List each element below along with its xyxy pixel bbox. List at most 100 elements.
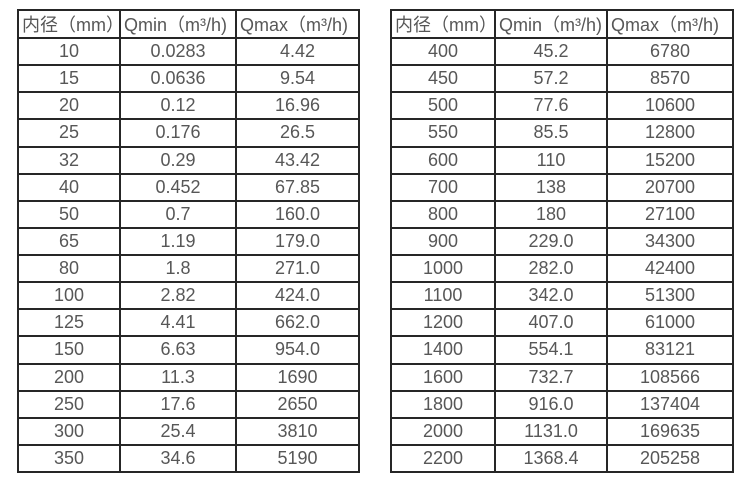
- table-row: 450 57.2 8570: [390, 64, 734, 94]
- qmin-cell: 1.19: [119, 226, 237, 257]
- inner-diameter-cell: 700: [390, 172, 496, 202]
- inner-diameter-cell: 100: [17, 281, 121, 311]
- qmax-cell: 108566: [606, 362, 734, 392]
- qmax-cell: 42400: [606, 253, 734, 284]
- qmax-cell: 26.5: [235, 118, 360, 148]
- table-row: 900 229.0 34300: [390, 226, 734, 257]
- inner-diameter-cell: 2000: [390, 416, 496, 446]
- header-qmax: Qmax（m³/h): [235, 9, 360, 39]
- qmin-cell: 57.2: [494, 64, 608, 94]
- table-row: 15 0.0636 9.54: [17, 64, 360, 94]
- qmin-cell: 0.176: [119, 118, 237, 148]
- qmin-cell: 11.3: [119, 362, 237, 392]
- qmin-cell: 17.6: [119, 389, 237, 419]
- qmax-cell: 51300: [606, 281, 734, 311]
- qmax-cell: 169635: [606, 416, 734, 446]
- inner-diameter-cell: 40: [17, 172, 121, 202]
- inner-diameter-cell: 1200: [390, 308, 496, 338]
- qmin-cell: 180: [494, 199, 608, 229]
- table-row: 600 110 15200: [390, 145, 734, 175]
- qmax-cell: 16.96: [235, 91, 360, 121]
- qmax-cell: 271.0: [235, 253, 360, 284]
- inner-diameter-cell: 65: [17, 226, 121, 257]
- qmin-cell: 6.63: [119, 335, 237, 365]
- qmin-cell: 0.12: [119, 91, 237, 121]
- qmax-cell: 1690: [235, 362, 360, 392]
- qmin-cell: 282.0: [494, 253, 608, 284]
- inner-diameter-cell: 250: [17, 389, 121, 419]
- qmax-cell: 6780: [606, 36, 734, 67]
- table-row: 65 1.19 179.0: [17, 226, 360, 257]
- qmin-cell: 25.4: [119, 416, 237, 446]
- inner-diameter-cell: 15: [17, 64, 121, 94]
- table-row: 200 11.3 1690: [17, 362, 360, 392]
- table-row: 150 6.63 954.0: [17, 335, 360, 365]
- table-row: 500 77.6 10600: [390, 91, 734, 121]
- qmin-cell: 0.29: [119, 145, 237, 175]
- header-qmin: Qmin（m³/h): [119, 9, 237, 39]
- inner-diameter-cell: 150: [17, 335, 121, 365]
- qmax-cell: 27100: [606, 199, 734, 229]
- inner-diameter-cell: 450: [390, 64, 496, 94]
- qmin-cell: 4.41: [119, 308, 237, 338]
- table-body: 400 45.2 6780 450 57.2 8570 500 77.6 10600 550 85.…: [390, 36, 734, 474]
- inner-diameter-cell: 25: [17, 118, 121, 148]
- inner-diameter-cell: 50: [17, 199, 121, 229]
- qmin-cell: 0.7: [119, 199, 237, 229]
- table-row: 2200 1368.4 205258: [390, 443, 734, 474]
- qmax-cell: 5190: [235, 443, 360, 474]
- qmax-cell: 9.54: [235, 64, 360, 94]
- table-row: 50 0.7 160.0: [17, 199, 360, 229]
- qmax-cell: 12800: [606, 118, 734, 148]
- header-inner-diameter: 内径（mm）: [390, 9, 496, 39]
- inner-diameter-cell: 125: [17, 308, 121, 338]
- table-row: 2000 1131.0 169635: [390, 416, 734, 446]
- qmin-cell: 1368.4: [494, 443, 608, 474]
- qmax-cell: 61000: [606, 308, 734, 338]
- qmax-cell: 8570: [606, 64, 734, 94]
- qmax-cell: 43.42: [235, 145, 360, 175]
- header-qmin: Qmin（m³/h): [494, 9, 608, 39]
- inner-diameter-cell: 800: [390, 199, 496, 229]
- qmin-cell: 34.6: [119, 443, 237, 474]
- inner-diameter-cell: 1400: [390, 335, 496, 365]
- table-row: 550 85.5 12800: [390, 118, 734, 148]
- table-row: 40 0.452 67.85: [17, 172, 360, 202]
- qmin-cell: 0.452: [119, 172, 237, 202]
- qmax-cell: 160.0: [235, 199, 360, 229]
- qmax-cell: 34300: [606, 226, 734, 257]
- inner-diameter-cell: 20: [17, 91, 121, 121]
- table-row: 800 180 27100: [390, 199, 734, 229]
- qmin-cell: 732.7: [494, 362, 608, 392]
- table-row: 1100 342.0 51300: [390, 281, 734, 311]
- qmin-cell: 1131.0: [494, 416, 608, 446]
- inner-diameter-cell: 600: [390, 145, 496, 175]
- inner-diameter-cell: 1000: [390, 253, 496, 284]
- qmax-cell: 179.0: [235, 226, 360, 257]
- table-row: 1400 554.1 83121: [390, 335, 734, 365]
- qmin-cell: 77.6: [494, 91, 608, 121]
- qmin-cell: 229.0: [494, 226, 608, 257]
- table-row: 300 25.4 3810: [17, 416, 360, 446]
- inner-diameter-cell: 1100: [390, 281, 496, 311]
- table-row: 400 45.2 6780: [390, 36, 734, 67]
- qmax-cell: 137404: [606, 389, 734, 419]
- qmin-cell: 110: [494, 145, 608, 175]
- qmin-cell: 916.0: [494, 389, 608, 419]
- table-row: 1000 282.0 42400: [390, 253, 734, 284]
- inner-diameter-cell: 900: [390, 226, 496, 257]
- qmax-cell: 20700: [606, 172, 734, 202]
- header-inner-diameter: 内径（mm）: [17, 9, 121, 39]
- flow-table-small-diameters: 内径（mm） Qmin（m³/h) Qmax（m³/h) 10 0.0283 4.4…: [17, 9, 360, 474]
- header-row: 内径（mm） Qmin（m³/h) Qmax（m³/h): [390, 9, 734, 39]
- qmin-cell: 407.0: [494, 308, 608, 338]
- inner-diameter-cell: 32: [17, 145, 121, 175]
- table-row: 125 4.41 662.0: [17, 308, 360, 338]
- inner-diameter-cell: 200: [17, 362, 121, 392]
- qmax-cell: 4.42: [235, 36, 360, 67]
- qmax-cell: 10600: [606, 91, 734, 121]
- inner-diameter-cell: 400: [390, 36, 496, 67]
- table-row: 1800 916.0 137404: [390, 389, 734, 419]
- flow-table-large-diameters: 内径（mm） Qmin（m³/h) Qmax（m³/h) 400 45.2 6780…: [390, 9, 734, 474]
